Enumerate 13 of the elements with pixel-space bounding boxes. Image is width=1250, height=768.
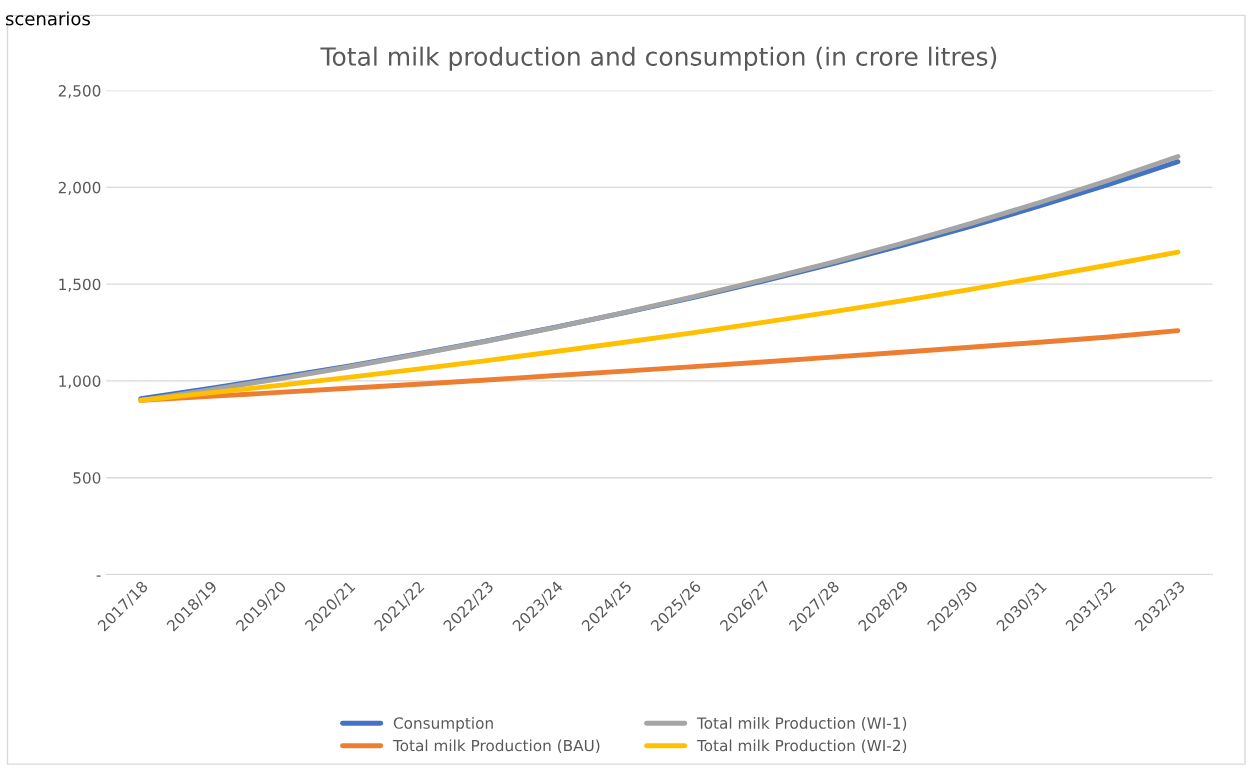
legend-label: Total milk Production (WI-2) <box>696 739 907 754</box>
text: scenarios <box>5 11 90 26</box>
y-tick-label: 2,000 <box>58 181 101 195</box>
legend-label: Consumption <box>393 717 493 732</box>
y-tick-label: 2,500 <box>58 85 101 99</box>
legend-label: Total milk Production (WI-1) <box>696 717 907 731</box>
legend-label: Total milk Production (BAU) <box>392 739 600 754</box>
chart-title: Total milk production and consumption (in crore litres) <box>320 46 997 71</box>
y-tick-label: 1,500 <box>59 278 101 292</box>
line-series <box>138 249 1181 403</box>
y-tick-label: 500 <box>73 472 101 484</box>
y-tick-label: 1,000 <box>59 375 101 389</box>
y-tick-label: - <box>96 575 101 577</box>
